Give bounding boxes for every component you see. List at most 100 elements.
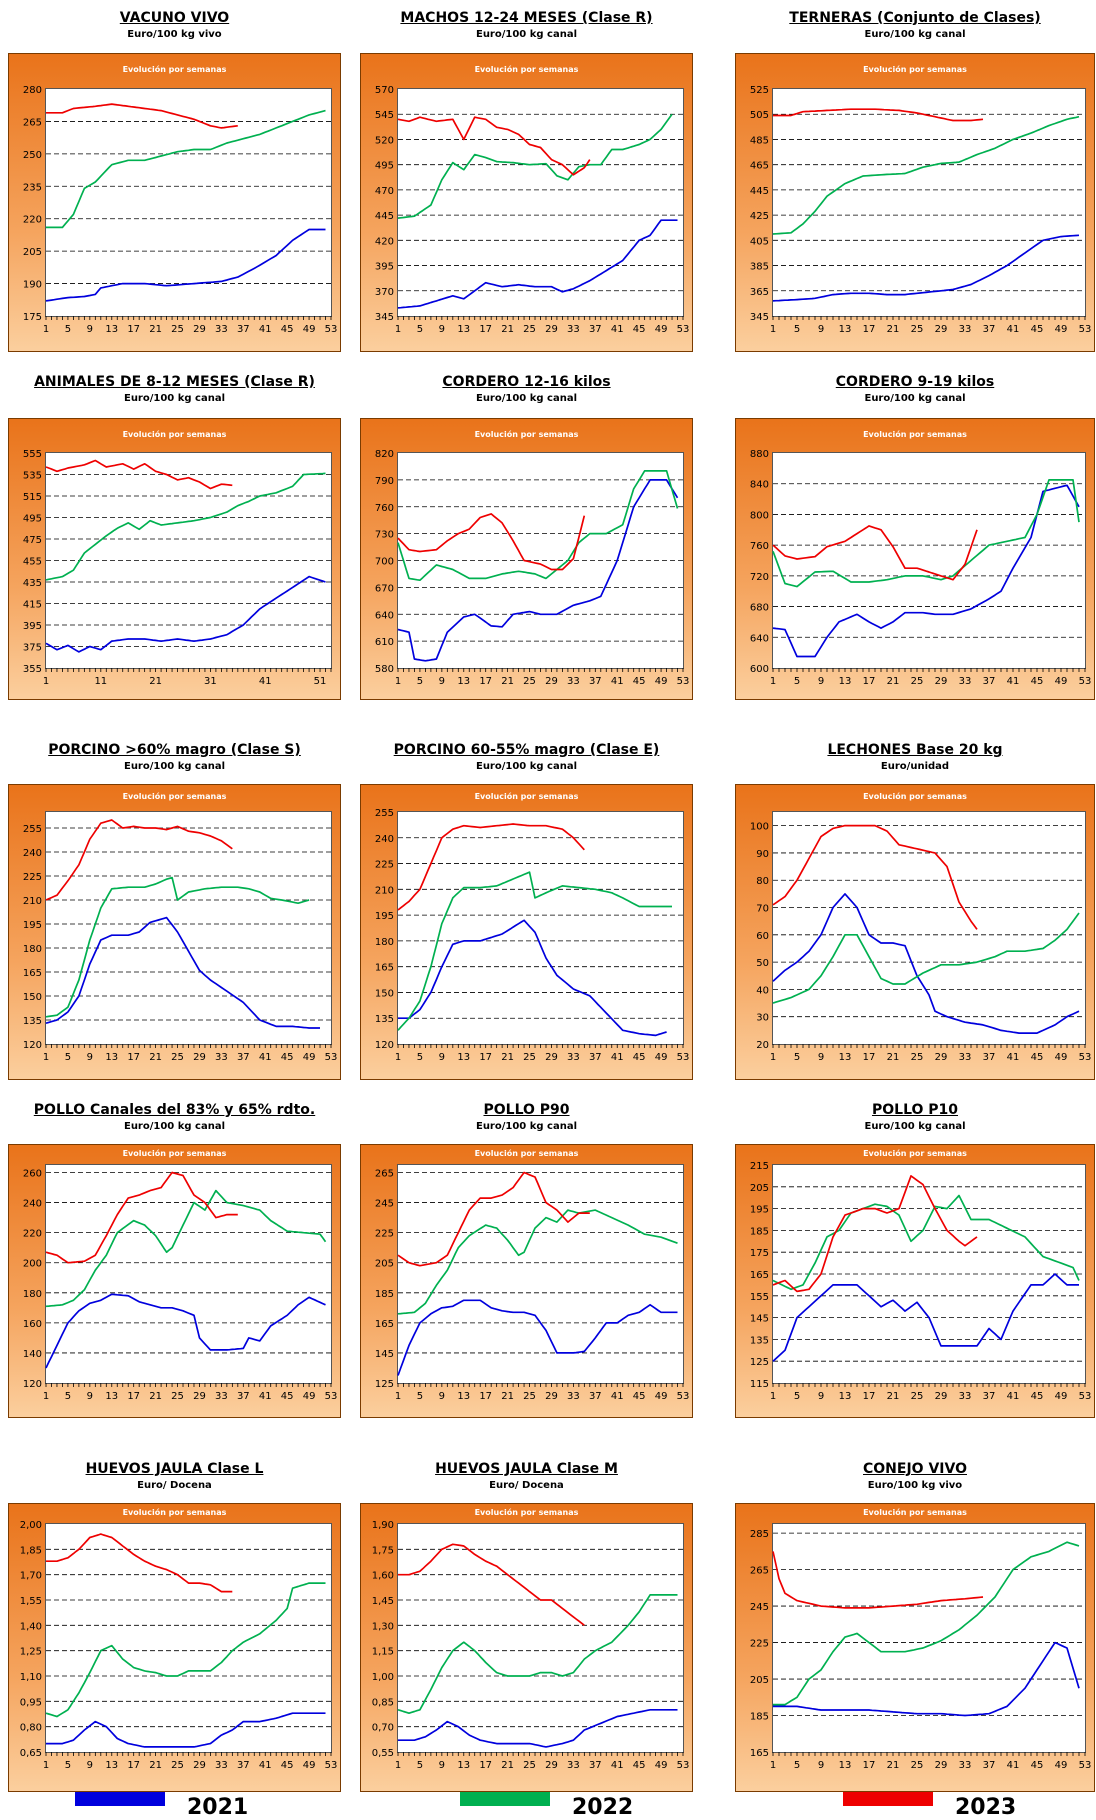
x-tick-label: 13 bbox=[105, 1760, 118, 1771]
y-tick-label: 240 bbox=[23, 1199, 42, 1210]
y-tick-label: 120 bbox=[23, 1040, 42, 1051]
y-tick-label: 215 bbox=[750, 1161, 769, 1172]
y-tick-label: 195 bbox=[750, 1205, 769, 1216]
x-tick-label: 21 bbox=[149, 1052, 162, 1063]
y-tick-label: 210 bbox=[23, 896, 42, 907]
x-tick-label: 33 bbox=[959, 676, 972, 687]
y-tick-label: 60 bbox=[756, 931, 769, 942]
series-line-2023 bbox=[46, 1533, 233, 1593]
chart-panel-animales-de-8-12-meses-clase-r: ANIMALES DE 8-12 MESES (Clase R) Euro/100… bbox=[8, 374, 341, 700]
x-tick-label: 17 bbox=[127, 1052, 140, 1063]
y-tick-label: 1,75 bbox=[372, 1545, 394, 1556]
y-tick-label: 265 bbox=[375, 1169, 394, 1180]
x-tick-label: 45 bbox=[633, 1052, 646, 1063]
chart-unit: Euro/unidad bbox=[880, 761, 950, 772]
chart-title: POLLO P90 bbox=[483, 1102, 570, 1118]
series-line-2022 bbox=[772, 912, 1080, 1004]
series-line-2023 bbox=[397, 823, 585, 911]
x-tick-label: 25 bbox=[523, 676, 536, 687]
y-tick-label: 40 bbox=[756, 985, 769, 996]
y-tick-label: 145 bbox=[750, 1314, 769, 1325]
x-tick-label: 45 bbox=[1031, 324, 1044, 335]
y-tick-label: 205 bbox=[375, 1259, 394, 1270]
x-tick-label: 1 bbox=[770, 324, 776, 335]
y-tick-label: 395 bbox=[23, 621, 42, 632]
x-tick-label: 41 bbox=[1007, 1391, 1020, 1402]
chart-plot-area: 880 840 800 760 720 680 640 600 1 5 9 13 17 21 25 29 33 3… bbox=[750, 449, 1091, 687]
x-tick-label: 25 bbox=[171, 324, 184, 335]
x-tick-label: 37 bbox=[589, 324, 602, 335]
y-tick-label: 520 bbox=[375, 135, 394, 146]
series-line-2021 bbox=[773, 1641, 1080, 1717]
chart-frame: Evolución por semanas 215 205 195 185 175 165 1… bbox=[735, 1144, 1095, 1418]
chart-title: VACUNO VIVO bbox=[119, 10, 230, 26]
x-tick-label: 25 bbox=[911, 1052, 924, 1063]
y-tick-label: 165 bbox=[375, 963, 394, 974]
chart-frame: Evolución por semanas 525 505 485 465 445 425 4… bbox=[735, 53, 1095, 352]
y-tick-label: 165 bbox=[23, 968, 42, 979]
x-tick-label: 5 bbox=[794, 324, 800, 335]
series-line-2021 bbox=[397, 1299, 678, 1376]
y-tick-label: 220 bbox=[23, 1229, 42, 1240]
chart-subtitle: Evolución por semanas bbox=[474, 1508, 579, 1517]
y-tick-label: 420 bbox=[375, 236, 394, 247]
x-tick-label: 29 bbox=[545, 1052, 558, 1063]
y-tick-label: 165 bbox=[375, 1319, 394, 1330]
x-tick-label: 1 bbox=[770, 1052, 776, 1063]
y-tick-label: 245 bbox=[375, 1199, 394, 1210]
x-tick-label: 49 bbox=[655, 1052, 668, 1063]
x-tick-label: 45 bbox=[1031, 676, 1044, 687]
y-tick-label: 1,85 bbox=[20, 1545, 42, 1556]
x-tick-label: 9 bbox=[818, 676, 824, 687]
x-tick-label: 37 bbox=[983, 676, 996, 687]
series-line-2022 bbox=[772, 1194, 1080, 1291]
y-tick-label: 465 bbox=[750, 161, 769, 172]
x-tick-label: 9 bbox=[818, 1760, 824, 1771]
x-tick-label: 37 bbox=[589, 1052, 602, 1063]
chart-unit: Euro/100 kg canal bbox=[864, 1121, 966, 1132]
y-tick-label: 535 bbox=[23, 471, 42, 482]
y-tick-label: 125 bbox=[750, 1357, 769, 1368]
chart-plot-area: 820 790 760 730 700 670 640 610 580 1 5 9 13 17 21 25 29… bbox=[375, 449, 689, 687]
y-tick-label: 525 bbox=[750, 85, 769, 96]
y-tick-label: 185 bbox=[375, 1289, 394, 1300]
x-tick-label: 31 bbox=[204, 676, 217, 687]
legend-2023: 2023 bbox=[843, 1781, 1016, 1820]
x-tick-label: 49 bbox=[1055, 1760, 1068, 1771]
y-tick-label: 0,65 bbox=[20, 1748, 42, 1759]
y-tick-label: 1,70 bbox=[20, 1571, 42, 1582]
x-tick-label: 53 bbox=[325, 1052, 338, 1063]
y-tick-label: 175 bbox=[750, 1248, 769, 1259]
chart-plot-area: 255 240 225 210 195 180 165 150 135 120 1 5 9 13 17 21 2… bbox=[23, 811, 337, 1063]
x-tick-label: 45 bbox=[633, 324, 646, 335]
chart-unit: Euro/100 kg canal bbox=[475, 29, 578, 40]
x-tick-label: 37 bbox=[237, 1052, 250, 1063]
x-tick-label: 17 bbox=[479, 324, 492, 335]
y-tick-label: 120 bbox=[23, 1379, 42, 1390]
x-tick-label: 1 bbox=[395, 1391, 401, 1402]
chart-frame: Evolución por semanas 880 840 800 760 720 680 6… bbox=[735, 418, 1095, 700]
legend-label-2022: 2022 bbox=[572, 1795, 634, 1820]
x-tick-label: 41 bbox=[1007, 1052, 1020, 1063]
x-tick-label: 21 bbox=[501, 324, 514, 335]
y-tick-label: 435 bbox=[23, 578, 42, 589]
chart-subtitle: Evolución por semanas bbox=[122, 1508, 227, 1517]
x-tick-label: 13 bbox=[457, 676, 470, 687]
y-tick-label: 0,70 bbox=[372, 1723, 394, 1734]
x-tick-label: 49 bbox=[303, 324, 316, 335]
x-tick-label: 33 bbox=[215, 324, 228, 335]
x-tick-label: 17 bbox=[127, 1391, 140, 1402]
x-tick-label: 51 bbox=[314, 676, 327, 687]
x-tick-label: 9 bbox=[439, 1052, 445, 1063]
chart-subtitle: Evolución por semanas bbox=[863, 1149, 967, 1158]
x-tick-label: 5 bbox=[417, 676, 423, 687]
x-tick-label: 5 bbox=[65, 1760, 71, 1771]
x-tick-label: 17 bbox=[863, 1760, 876, 1771]
series-line-2023 bbox=[772, 1551, 984, 1609]
series-line-2023 bbox=[45, 1171, 238, 1264]
y-tick-label: 145 bbox=[375, 1349, 394, 1360]
chart-title: LECHONES Base 20 kg bbox=[827, 742, 1003, 758]
chart-plot-area: 2,00 1,85 1,70 1,55 1,40 1,25 1,10 0,95 0,80 0,65… bbox=[20, 1520, 338, 1771]
